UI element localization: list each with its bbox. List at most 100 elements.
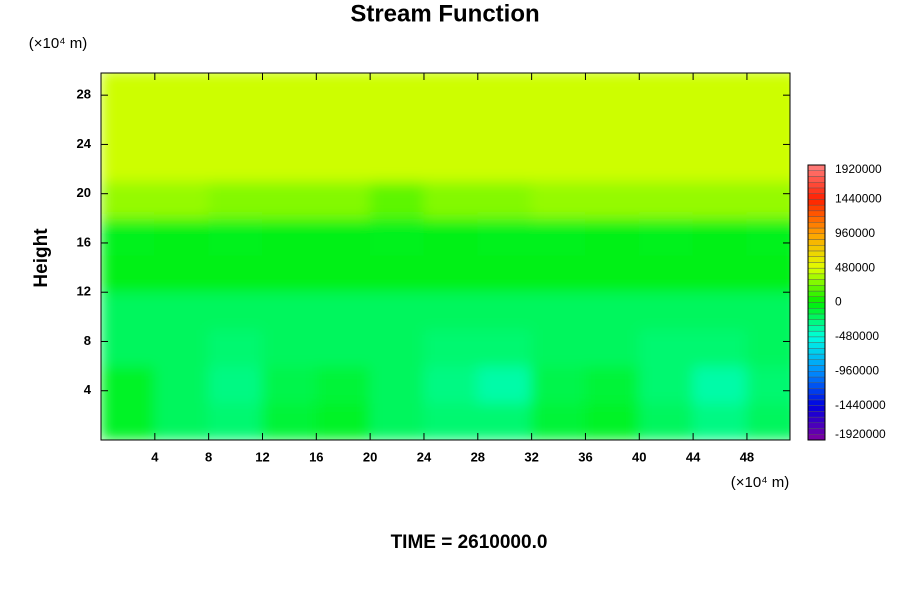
field-cell: [154, 254, 210, 293]
y-tick-label: 24: [77, 136, 92, 151]
field-cell: [261, 73, 317, 108]
colorbar-tick-label: -1440000: [835, 398, 886, 412]
colorbar-band: [807, 325, 826, 332]
field-cell: [584, 365, 640, 404]
field-cell: [638, 254, 694, 293]
field-cell: [101, 143, 156, 182]
field-cell: [531, 180, 586, 219]
field-cell: [692, 73, 748, 108]
field-cell: [477, 73, 533, 108]
field-cell: [154, 217, 210, 256]
colorbar-band: [807, 382, 826, 389]
field-cell: [369, 217, 425, 256]
field-cell: [208, 328, 263, 367]
field-cell: [315, 365, 371, 404]
colorbar-band: [807, 359, 826, 366]
field-cell: [423, 180, 479, 219]
colorbar-tick-label: -960000: [835, 363, 879, 377]
colorbar-band: [807, 296, 826, 303]
field-cell: [477, 328, 533, 367]
field-cell: [154, 365, 210, 404]
x-tick-label: 24: [417, 449, 432, 464]
field-cell: [315, 180, 371, 219]
field-cell: [261, 291, 317, 330]
colorbar-band: [807, 416, 826, 424]
colorbar-band: [807, 227, 826, 234]
field-cell: [261, 217, 317, 256]
field-cell: [315, 143, 371, 182]
field-cell: [315, 106, 371, 145]
field-cell: [477, 180, 533, 219]
field-cell: [154, 180, 210, 219]
field-cell: [531, 143, 586, 182]
colorbar-band: [807, 376, 826, 383]
field-cell: [208, 143, 263, 182]
field-cell: [369, 180, 425, 219]
colorbar-tick-label: 1440000: [835, 192, 882, 206]
plot-frame: [100, 72, 791, 441]
field-cell: [692, 180, 748, 219]
field-cell: [315, 328, 371, 367]
field-cell: [584, 143, 640, 182]
colorbar-band: [807, 393, 826, 401]
colorbar-band: [807, 365, 826, 372]
field-cell: [531, 402, 586, 440]
field-cell: [746, 180, 790, 219]
x-tick-label: 28: [471, 449, 485, 464]
colorbar-band: [807, 405, 826, 412]
field-cell: [369, 328, 425, 367]
colorbar-band: [807, 399, 826, 406]
y-tick-label: 16: [77, 234, 91, 249]
field-cell: [477, 402, 533, 440]
colorbar-band: [807, 434, 826, 441]
chart-title: Stream Function: [350, 0, 539, 27]
colorbar-band: [807, 411, 826, 418]
field-cell: [584, 217, 640, 256]
field-cell: [746, 106, 790, 145]
field-cell: [154, 73, 210, 108]
field: [101, 73, 790, 440]
x-tick-label: 32: [524, 449, 538, 464]
field-cell: [315, 254, 371, 293]
colorbar-band: [807, 210, 826, 217]
field-cell: [423, 143, 479, 182]
field-cell: [261, 365, 317, 404]
y-axis-label: Height: [31, 228, 52, 288]
colorbar-tick-label: 0: [835, 295, 842, 309]
colorbar-band: [807, 181, 826, 189]
x-tick-label: 16: [309, 449, 323, 464]
field-cell: [101, 328, 156, 367]
x-tick-label: 44: [686, 449, 701, 464]
field-cell: [477, 143, 533, 182]
colorbar-band: [807, 319, 826, 326]
field-cell: [101, 365, 156, 404]
field-cell: [477, 365, 533, 404]
field-cell: [584, 106, 640, 145]
field-cell: [692, 328, 748, 367]
field-cell: [315, 73, 371, 108]
field-cell: [584, 402, 640, 440]
field-cell: [477, 291, 533, 330]
colorbar-band: [807, 170, 826, 177]
field-cell: [423, 217, 479, 256]
field-cell: [101, 73, 156, 108]
field-cell: [746, 365, 790, 404]
colorbar-band: [807, 256, 826, 263]
colorbar-band: [807, 285, 826, 292]
field-cell: [208, 180, 263, 219]
colorbar-band: [807, 342, 826, 349]
colorbar-tick-label: -480000: [835, 329, 879, 343]
y-tick-label: 8: [84, 333, 91, 348]
field-cell: [638, 365, 694, 404]
field-cell: [154, 402, 210, 440]
colorbar-band: [807, 422, 826, 429]
field-cell: [261, 254, 317, 293]
field-cell: [531, 73, 586, 108]
field-cell: [531, 106, 586, 145]
field-cell: [584, 73, 640, 108]
field-cell: [101, 217, 156, 256]
field-cell: [261, 402, 317, 440]
colorbar-band: [807, 388, 826, 395]
